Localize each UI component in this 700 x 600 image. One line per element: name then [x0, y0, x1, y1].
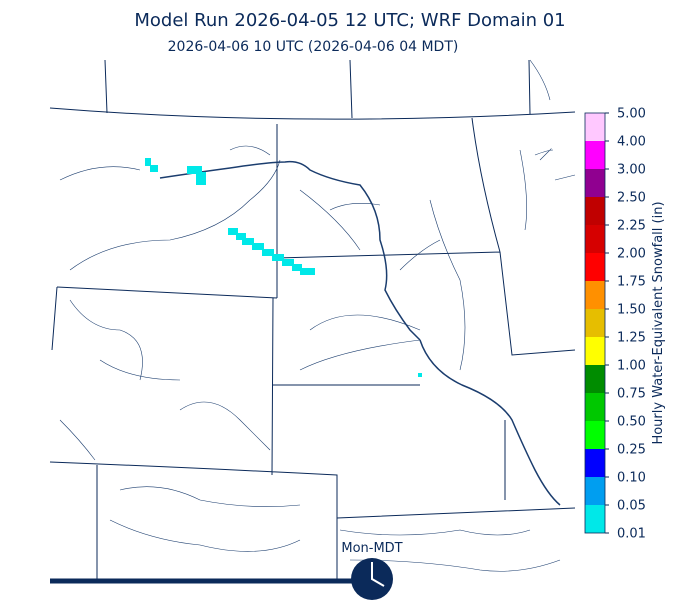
colorbar-segment [585, 393, 605, 421]
title: Model Run 2026-04-05 12 UTC; WRF Domain … [134, 10, 565, 31]
colorbar-label: 1.75 [617, 275, 646, 290]
colorbar-label: 1.00 [617, 359, 646, 374]
colorbar-frame [584, 112, 606, 534]
missouri-river [419, 339, 561, 506]
colorbar-label: 2.25 [617, 219, 646, 234]
colorbar-segment [585, 225, 605, 253]
colorbar-segment [585, 337, 605, 365]
map [49, 59, 576, 580]
colorbar-segment [585, 449, 605, 477]
intl-border [49, 107, 576, 120]
colorbar-label: 1.25 [617, 331, 646, 346]
colorbar-segment [585, 421, 605, 449]
colorbar-label: 5.00 [617, 107, 646, 122]
colorbar-label: 2.00 [617, 247, 646, 262]
colorbar-segment [585, 197, 605, 225]
snowfall-cells [145, 158, 422, 377]
colorbar-segment [585, 365, 605, 393]
state-border [49, 286, 576, 580]
colorbar-label: 0.50 [617, 415, 646, 430]
colorbar-label: 0.10 [617, 471, 646, 486]
clock-label: Mon-MDT [341, 541, 402, 556]
river [109, 486, 561, 572]
colorbar-segment [585, 141, 605, 169]
colorbar-segment [585, 113, 605, 141]
colorbar-label: 4.00 [617, 135, 646, 150]
state-border [56, 117, 576, 356]
colorbar-segment [585, 281, 605, 309]
subtitle: 2026-04-06 10 UTC (2026-04-06 04 MDT) [168, 39, 459, 55]
colorbar-label: 0.05 [617, 499, 646, 514]
colorbar-label: 3.00 [617, 163, 646, 178]
river [299, 149, 527, 371]
colorbar-segment [585, 253, 605, 281]
colorbar-segment [585, 505, 605, 533]
colorbar-label: 2.50 [617, 191, 646, 206]
colorbar-label: 0.01 [617, 527, 646, 542]
river [59, 299, 271, 461]
clock-hands [371, 562, 385, 587]
province-border [104, 59, 531, 119]
colorbar-segment [585, 309, 605, 337]
river [59, 145, 381, 271]
colorbar-label: 0.25 [617, 443, 646, 458]
colorbar-label: 1.50 [617, 303, 646, 318]
colorbar-segment [585, 169, 605, 197]
colorbar-title: Hourly Water-Equivalent Snowfall (in) [651, 201, 666, 444]
colorbar-segment [585, 477, 605, 505]
lake [529, 59, 576, 181]
missouri-river [159, 160, 421, 341]
colorbar-label: 0.75 [617, 387, 646, 402]
colorbar: 0.01 0.05 0.10 0.25 0.50 0.75 1.00 1.25 1.50 1.75… [584, 107, 646, 542]
